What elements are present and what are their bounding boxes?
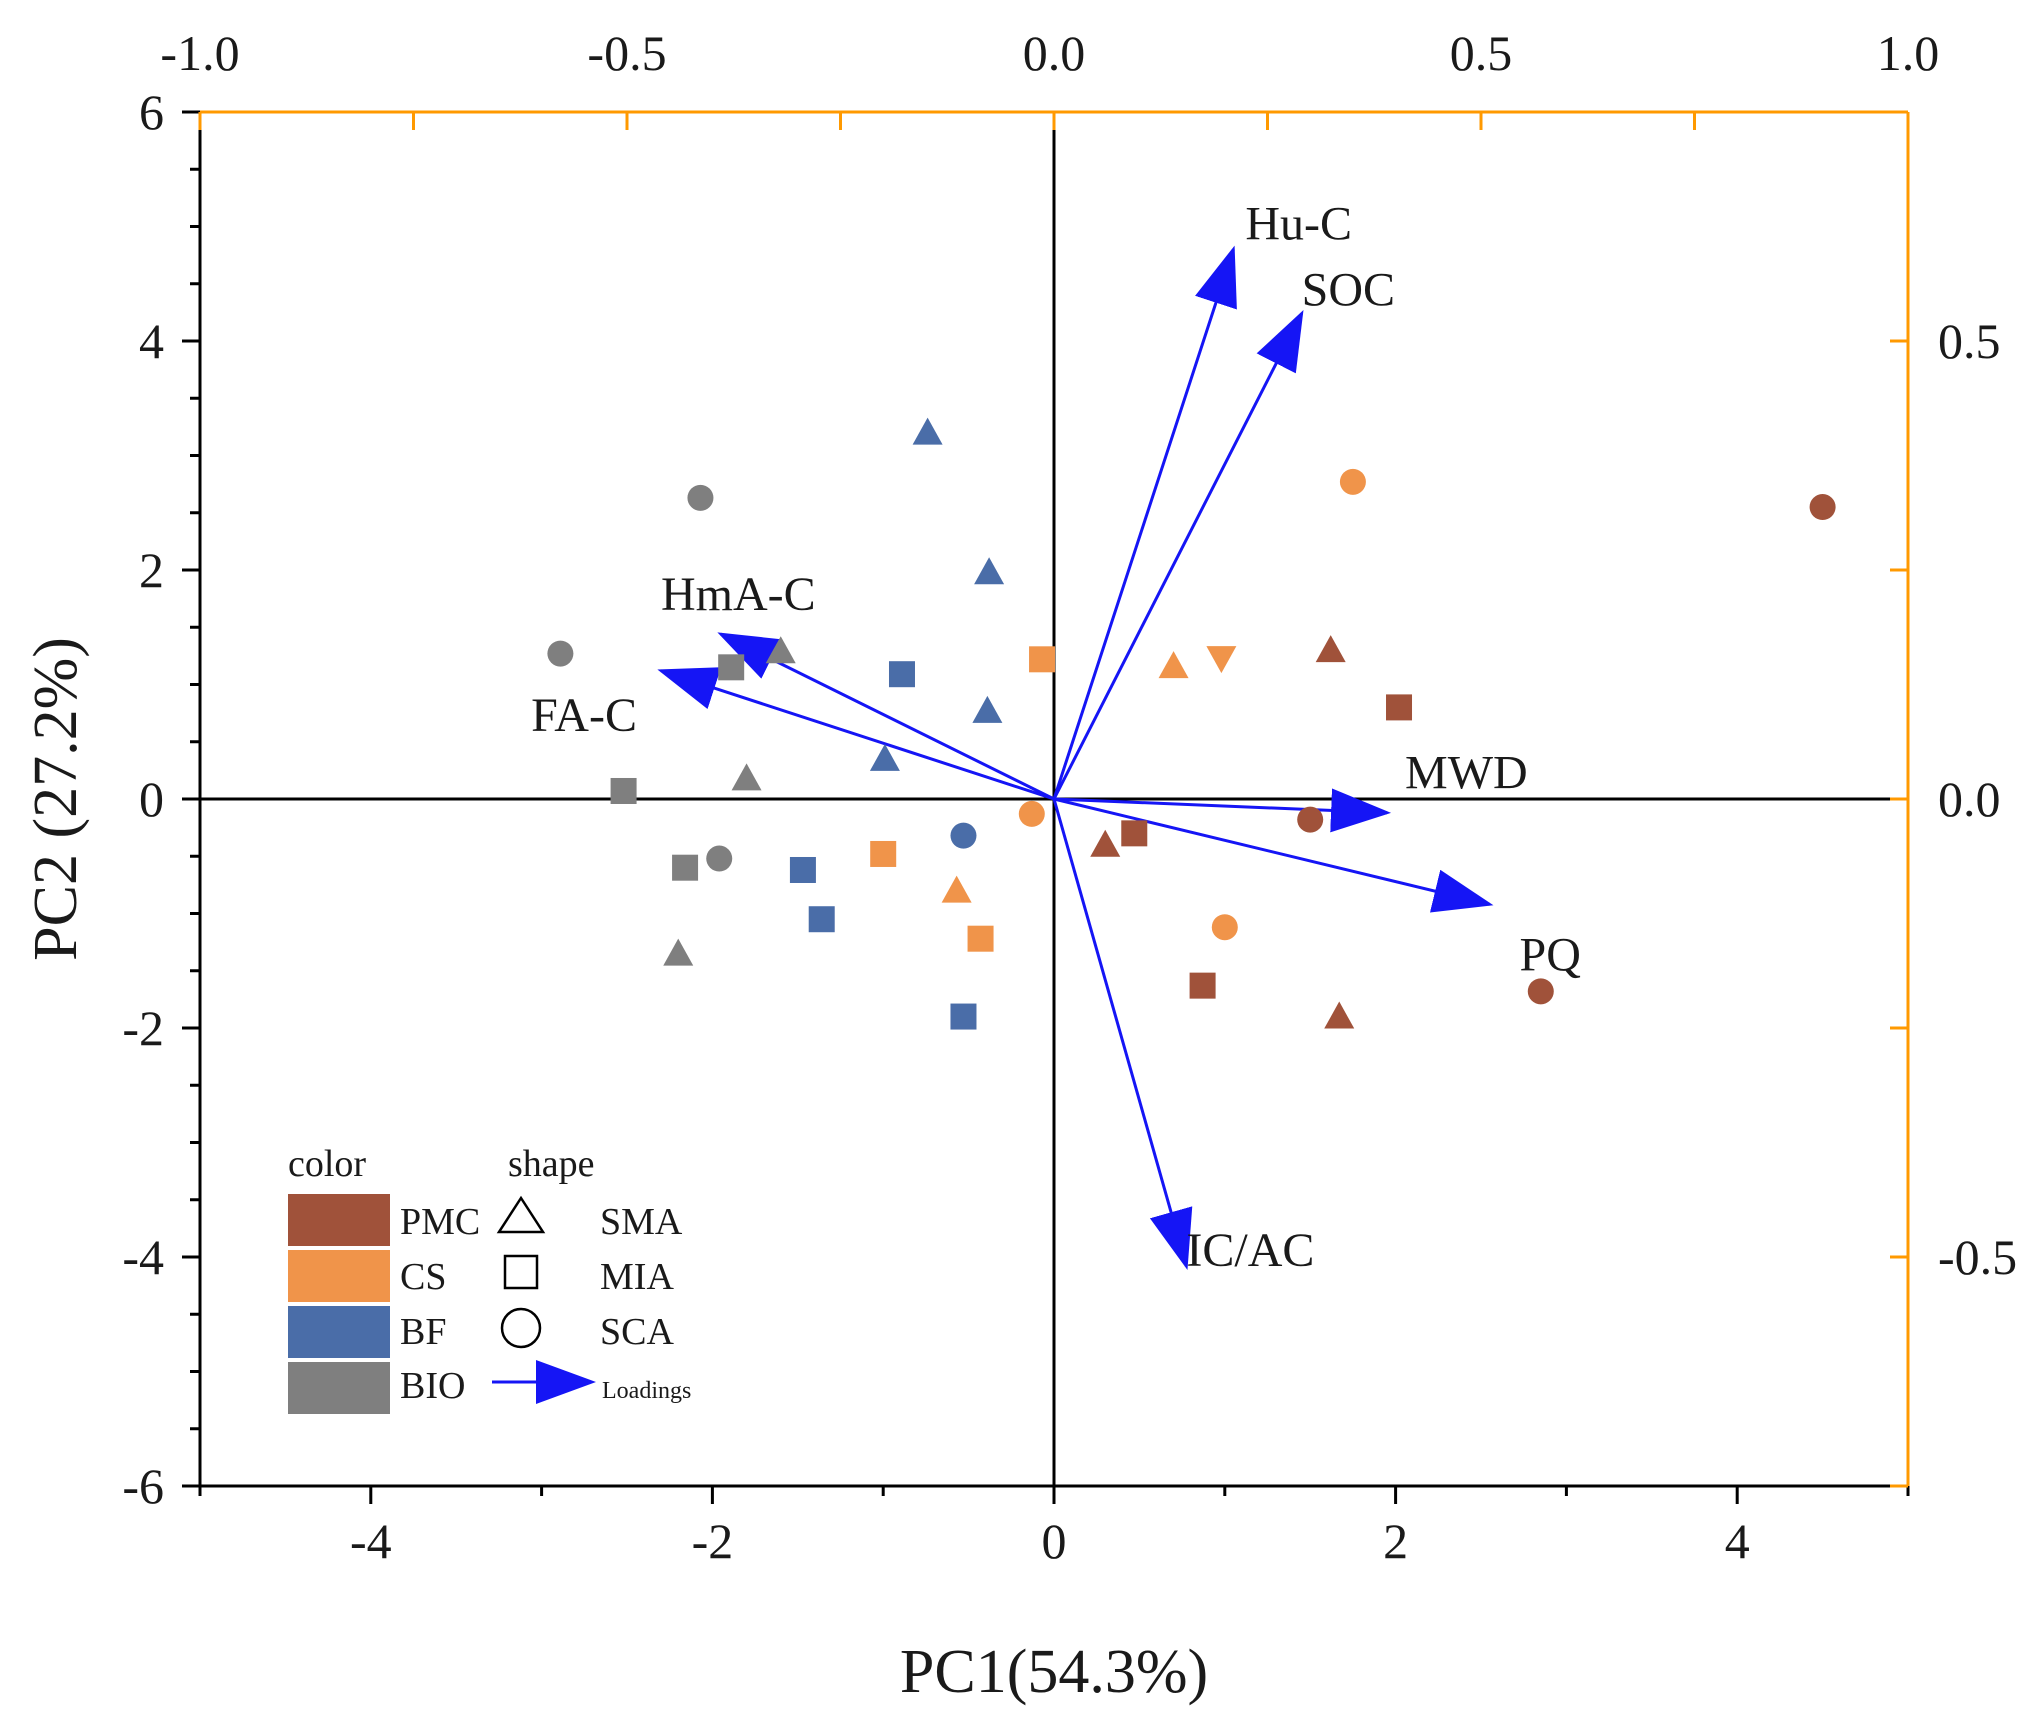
point-bf-square	[808, 906, 835, 933]
x-tick-label: 2	[1383, 1513, 1408, 1569]
point-cs-square	[967, 925, 994, 952]
point-bf-square	[888, 661, 915, 688]
y-tick-label: -4	[122, 1229, 164, 1285]
point-bio-triangle	[663, 938, 694, 966]
loading-label-hma-c: HmA-C	[661, 568, 816, 621]
point-pmc-square	[1189, 972, 1216, 999]
legend-swatch-pmc	[288, 1194, 390, 1246]
top-tick-label: -0.5	[587, 25, 666, 81]
point-pmc-triangle	[1090, 829, 1121, 857]
y-tick-label: 0	[139, 771, 164, 827]
legend-swatch-bio	[288, 1362, 390, 1414]
point-bio-square	[718, 654, 745, 681]
legend-circle-icon	[500, 1307, 542, 1349]
loading-arrow-fa-c	[657, 667, 1055, 801]
x-tick-label: 4	[1725, 1513, 1750, 1569]
y-axis-title: PC2 (27.2%)	[22, 637, 90, 961]
legend-swatch-bf	[288, 1306, 390, 1358]
loading-arrow-mwd	[1053, 788, 1392, 833]
top-tick-label: 0.5	[1450, 25, 1513, 81]
loading-label-fa-c: FA-C	[531, 689, 637, 742]
point-bio-triangle	[731, 763, 762, 791]
top-tick-label: 1.0	[1877, 25, 1940, 81]
legend-label-loadings: Loadings	[602, 1378, 691, 1404]
point-cs-circle	[1018, 800, 1045, 827]
point-bio-square	[610, 777, 637, 804]
point-bf-triangle	[869, 743, 900, 771]
loading-arrows: Hu-C SOC HmA-C FA-C MWD PQ IC/AC	[531, 197, 1581, 1277]
loading-label-soc: SOC	[1302, 264, 1395, 317]
point-bf-triangle	[974, 557, 1005, 585]
x-tick-label: -2	[692, 1513, 734, 1569]
loading-label-pq: PQ	[1520, 928, 1581, 981]
legend-color-title: color	[288, 1143, 366, 1185]
x-axis-title: PC1(54.3%)	[900, 1638, 1208, 1706]
point-pmc-circle	[1297, 806, 1324, 833]
point-bio-circle	[547, 640, 574, 667]
y-tick-label: -6	[122, 1458, 164, 1514]
y-axis-ticks: -6 -4 -2 0 2 4 6	[122, 84, 200, 1514]
point-pmc-circle	[1809, 494, 1836, 521]
point-cs-square	[1029, 646, 1056, 673]
x-tick-label: 0	[1042, 1513, 1067, 1569]
point-bf-square	[950, 1003, 977, 1030]
loading-arrow-hu-c	[1052, 245, 1237, 800]
secondary-y-ticks: -0.5 0.0 0.5	[1890, 110, 2017, 1488]
legend-shape-title: shape	[508, 1143, 595, 1185]
right-tick-label: 0.5	[1938, 313, 2001, 369]
point-cs-triangle_down	[1206, 646, 1237, 674]
loading-label-mwd: MWD	[1405, 747, 1528, 800]
legend-label-mia: MIA	[600, 1256, 674, 1298]
legend-swatch-cs	[288, 1250, 390, 1302]
loading-arrow-pq	[1053, 797, 1494, 913]
point-bf-triangle	[912, 417, 943, 445]
point-bf-circle	[950, 822, 977, 849]
right-tick-label: 0.0	[1938, 771, 2001, 827]
x-axis-ticks: -4 -2 0 2 4	[198, 1486, 1910, 1569]
loading-arrow-soc	[1052, 309, 1304, 800]
point-cs-triangle	[1158, 651, 1189, 679]
point-bf-triangle	[972, 695, 1003, 723]
point-pmc-square	[1121, 820, 1148, 847]
legend: color shape PMC CS BF BIO SMA MIA SCA Lo…	[288, 1143, 691, 1414]
point-cs-circle	[1339, 468, 1366, 495]
point-cs-circle	[1211, 914, 1238, 941]
point-pmc-triangle	[1324, 1001, 1355, 1029]
legend-label-cs: CS	[400, 1256, 446, 1298]
point-pmc-square	[1386, 694, 1413, 721]
top-tick-label: 0.0	[1023, 25, 1086, 81]
score-points	[547, 417, 1836, 1030]
top-tick-label: -1.0	[160, 25, 239, 81]
point-pmc-triangle	[1315, 635, 1346, 663]
y-tick-label: -2	[122, 1000, 164, 1056]
legend-label-pmc: PMC	[400, 1201, 480, 1243]
legend-label-bio: BIO	[400, 1365, 465, 1407]
loading-label-hu-c: Hu-C	[1245, 197, 1352, 250]
loading-arrow-ic-ac	[1052, 798, 1193, 1271]
legend-label-bf: BF	[400, 1311, 446, 1353]
y-tick-label: 4	[139, 313, 164, 369]
legend-label-sma: SMA	[600, 1201, 683, 1243]
point-cs-square	[870, 840, 897, 867]
legend-label-sca: SCA	[600, 1311, 674, 1353]
point-cs-triangle	[941, 875, 972, 903]
point-bio-square	[672, 854, 699, 881]
point-bio-circle	[687, 484, 714, 511]
right-tick-label: -0.5	[1938, 1229, 2017, 1285]
y-tick-label: 2	[139, 542, 164, 598]
point-bio-circle	[706, 845, 733, 872]
loading-label-ic-ac: IC/AC	[1186, 1224, 1314, 1277]
point-bf-square	[789, 856, 816, 883]
secondary-x-ticks: -1.0 -0.5 0.0 0.5 1.0	[160, 25, 1939, 130]
point-pmc-circle	[1527, 978, 1554, 1005]
legend-square-icon	[503, 1254, 539, 1290]
legend-triangle-icon	[496, 1195, 546, 1234]
y-tick-label: 6	[139, 84, 164, 140]
x-tick-label: -4	[350, 1513, 392, 1569]
point-bio-triangle	[765, 636, 796, 664]
